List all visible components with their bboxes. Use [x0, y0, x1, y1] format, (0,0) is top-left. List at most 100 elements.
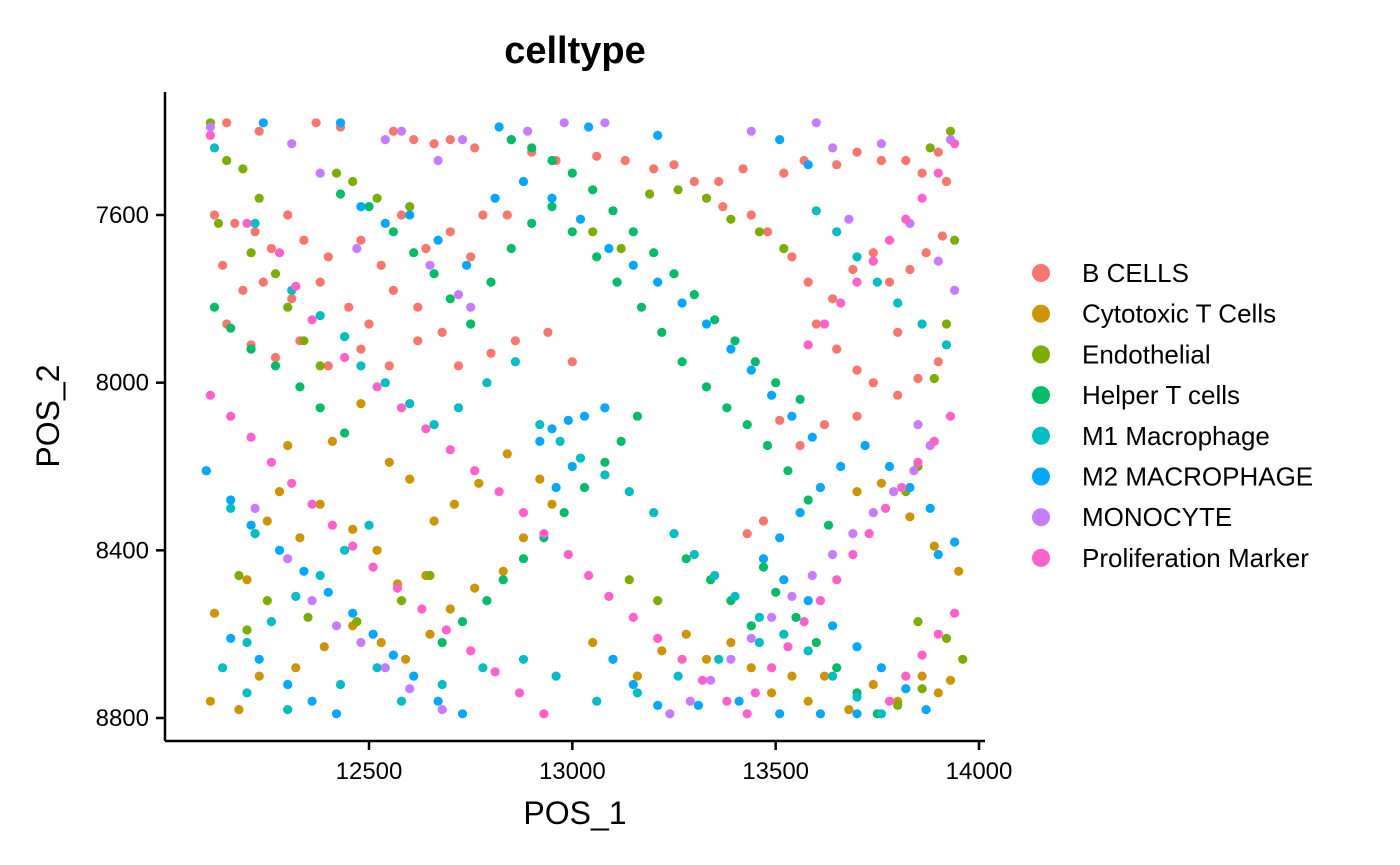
data-point	[933, 629, 943, 639]
data-point	[457, 135, 468, 145]
data-point	[632, 688, 643, 698]
data-point	[799, 617, 809, 627]
data-point	[787, 411, 797, 421]
data-point	[551, 482, 561, 493]
data-point	[270, 269, 281, 279]
data-point	[307, 499, 317, 509]
data-point	[567, 227, 577, 237]
data-point	[413, 302, 423, 312]
data-point	[864, 529, 874, 539]
data-point	[669, 269, 679, 279]
data-point	[783, 642, 793, 652]
data-point	[405, 202, 415, 212]
data-point	[811, 319, 821, 329]
data-point	[518, 507, 529, 518]
data-point	[628, 227, 638, 237]
data-point	[559, 118, 569, 128]
data-point	[303, 612, 313, 623]
data-point	[901, 684, 911, 694]
data-point	[388, 285, 398, 295]
data-point	[645, 189, 655, 199]
data-point	[462, 260, 472, 270]
data-point	[803, 596, 813, 606]
data-point	[222, 155, 232, 166]
data-point	[767, 663, 777, 673]
data-point	[478, 210, 488, 220]
data-point	[852, 692, 862, 702]
data-point	[478, 663, 488, 673]
data-point	[945, 126, 956, 136]
data-point	[632, 411, 643, 421]
data-point	[429, 269, 439, 279]
data-point	[832, 160, 842, 170]
data-point	[937, 231, 948, 241]
data-point	[262, 516, 272, 526]
data-point	[828, 143, 838, 153]
data-point	[425, 629, 435, 639]
data-point	[563, 415, 573, 425]
legend-item: Endothelial	[1032, 339, 1211, 369]
data-point	[897, 482, 907, 493]
data-point	[718, 202, 728, 212]
data-point	[803, 340, 813, 350]
series-6	[205, 118, 960, 719]
data-point	[470, 143, 480, 153]
data-point	[592, 252, 602, 262]
data-point	[624, 575, 634, 585]
data-point	[401, 654, 411, 664]
data-point	[258, 277, 268, 287]
data-point	[787, 671, 797, 681]
data-point	[307, 696, 317, 706]
data-point	[852, 252, 862, 262]
data-point	[710, 315, 720, 325]
data-point	[238, 164, 248, 174]
data-point	[335, 679, 346, 690]
data-point	[535, 474, 545, 484]
data-point	[917, 671, 927, 681]
series-5	[201, 118, 960, 719]
data-point	[250, 218, 260, 228]
data-point	[701, 382, 712, 392]
data-point	[242, 625, 252, 635]
data-point	[283, 440, 293, 451]
data-point	[905, 482, 915, 493]
data-point	[518, 654, 529, 664]
data-point	[368, 629, 378, 639]
data-point	[535, 420, 545, 430]
data-point	[811, 206, 821, 216]
data-point	[445, 227, 455, 237]
data-point	[441, 625, 451, 635]
data-point	[868, 256, 878, 266]
data-point	[876, 709, 887, 719]
data-point	[754, 227, 765, 237]
data-point	[685, 696, 695, 706]
data-point	[396, 210, 407, 220]
data-point	[266, 243, 276, 254]
data-point	[429, 516, 439, 526]
data-point	[258, 118, 268, 128]
data-point	[356, 202, 366, 212]
data-point	[327, 436, 337, 446]
data-point	[913, 617, 923, 627]
data-point	[579, 411, 590, 421]
data-point	[250, 227, 260, 237]
x-tick-label: 13000	[539, 758, 606, 785]
data-point	[396, 403, 407, 413]
data-point	[376, 637, 386, 648]
data-point	[868, 507, 878, 518]
data-point	[433, 696, 443, 706]
data-point	[213, 218, 224, 228]
data-point	[331, 709, 342, 719]
data-point	[868, 248, 878, 258]
data-point	[673, 185, 683, 195]
data-point	[771, 378, 781, 388]
data-point	[396, 696, 407, 706]
y-ticks: 7600 8000 8400 8800	[96, 202, 165, 732]
data-point	[787, 591, 797, 602]
data-point	[669, 160, 679, 170]
y-tick-label: 8000	[96, 370, 149, 397]
data-point	[588, 637, 598, 648]
data-point	[287, 478, 297, 488]
data-point	[636, 302, 647, 312]
data-point	[575, 214, 586, 224]
